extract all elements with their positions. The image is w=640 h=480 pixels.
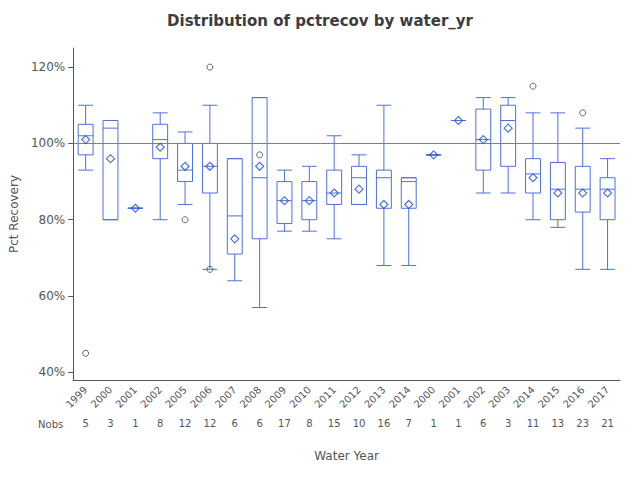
svg-text:15: 15 [328, 418, 341, 429]
svg-text:6: 6 [232, 418, 238, 429]
svg-text:12: 12 [179, 418, 192, 429]
svg-text:2005: 2005 [163, 384, 189, 410]
svg-text:2000: 2000 [412, 384, 438, 410]
svg-text:16: 16 [378, 418, 391, 429]
svg-text:80%: 80% [39, 213, 66, 227]
svg-text:2014: 2014 [387, 384, 413, 410]
svg-text:2003: 2003 [486, 384, 512, 410]
svg-text:1: 1 [430, 418, 436, 429]
svg-text:Water Year: Water Year [314, 449, 379, 463]
svg-text:8: 8 [306, 418, 312, 429]
svg-text:8: 8 [157, 418, 163, 429]
svg-text:2013: 2013 [362, 384, 388, 410]
svg-text:2001: 2001 [437, 384, 463, 410]
svg-text:40%: 40% [39, 365, 66, 379]
svg-text:Nobs: Nobs [38, 419, 63, 430]
svg-text:6: 6 [256, 418, 262, 429]
svg-text:60%: 60% [39, 289, 66, 303]
svg-text:2001: 2001 [113, 384, 139, 410]
svg-text:2014: 2014 [511, 384, 537, 410]
svg-text:2008: 2008 [238, 384, 264, 410]
svg-text:2002: 2002 [461, 384, 487, 410]
svg-text:1999: 1999 [64, 384, 90, 410]
svg-text:2012: 2012 [337, 384, 363, 410]
svg-text:5: 5 [82, 418, 88, 429]
svg-text:2010: 2010 [287, 384, 313, 410]
svg-text:11: 11 [527, 418, 540, 429]
svg-text:Distribution of pctrecov by wa: Distribution of pctrecov by water_yr [167, 12, 474, 30]
svg-text:2015: 2015 [536, 384, 562, 410]
svg-text:1: 1 [455, 418, 461, 429]
svg-text:1: 1 [132, 418, 138, 429]
svg-text:6: 6 [480, 418, 486, 429]
svg-text:2017: 2017 [586, 384, 612, 410]
svg-text:120%: 120% [31, 60, 65, 74]
svg-text:3: 3 [107, 418, 113, 429]
svg-text:2011: 2011 [312, 384, 338, 410]
svg-text:10: 10 [353, 418, 366, 429]
svg-text:3: 3 [505, 418, 511, 429]
svg-text:21: 21 [601, 418, 614, 429]
svg-text:2009: 2009 [263, 384, 289, 410]
svg-text:2000: 2000 [89, 384, 115, 410]
svg-text:2007: 2007 [213, 384, 239, 410]
svg-text:23: 23 [576, 418, 589, 429]
svg-text:100%: 100% [31, 136, 65, 150]
svg-text:7: 7 [406, 418, 412, 429]
svg-text:13: 13 [551, 418, 564, 429]
svg-text:17: 17 [278, 418, 291, 429]
svg-text:2002: 2002 [138, 384, 164, 410]
svg-text:Pct Recovery: Pct Recovery [7, 175, 21, 253]
svg-text:2006: 2006 [188, 384, 214, 410]
svg-text:2016: 2016 [561, 384, 587, 410]
svg-text:12: 12 [204, 418, 217, 429]
